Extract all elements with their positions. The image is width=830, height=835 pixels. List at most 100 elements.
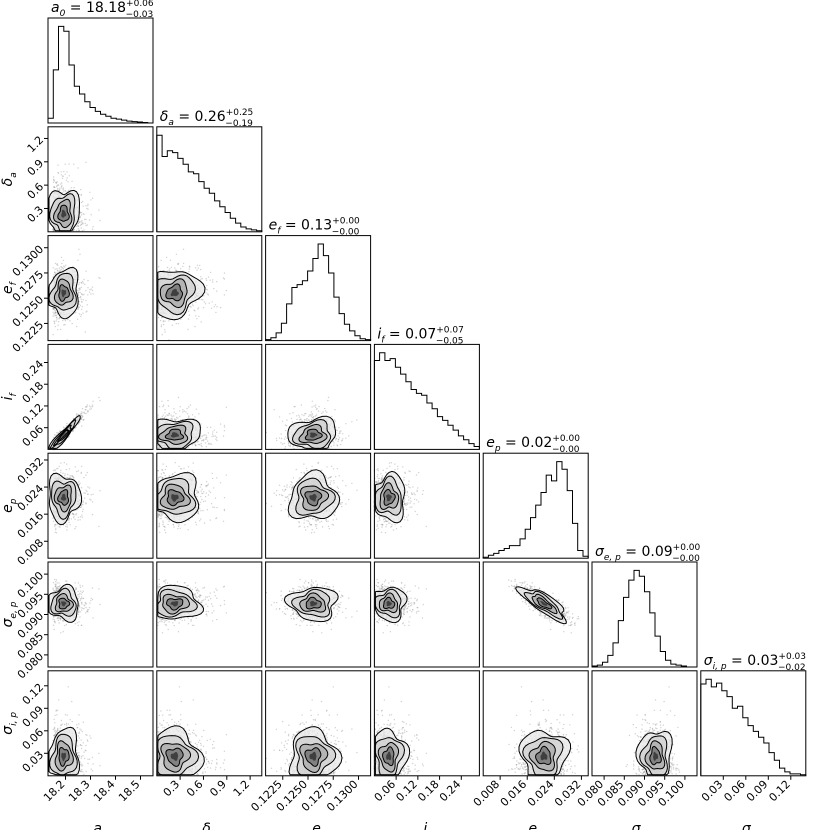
sample-point [85,300,86,301]
sample-point [292,421,293,422]
sample-point [87,404,88,405]
sample-point [174,412,175,413]
sample-point [210,280,211,281]
sample-point [68,163,69,164]
sample-point [161,317,162,318]
sample-point [80,221,81,222]
sample-point [216,306,217,307]
panel-i_f-delta_a [157,344,262,450]
sample-point [186,408,187,409]
sample-point [54,315,55,316]
y-axis-label-i_f: if [0,392,19,401]
sample-point [52,229,53,230]
sample-point [194,416,195,417]
sample-point [294,406,295,407]
sample-point [61,171,62,172]
sample-point [205,303,206,304]
sample-point [292,412,293,413]
sample-point [163,414,164,415]
sample-point [85,205,86,206]
sample-point [315,404,316,405]
sample-point [309,420,310,421]
sample-point [188,417,189,418]
sample-point [224,272,225,273]
sample-point [192,414,193,415]
sample-point [206,438,207,439]
sample-point [159,406,160,407]
sample-point [52,315,53,316]
sample-point [208,276,209,277]
sample-point [78,223,79,224]
sample-point [87,224,88,225]
sample-point [83,214,84,215]
sample-point [220,307,221,308]
sample-point [162,416,163,417]
sample-point [220,423,221,424]
sample-point [81,314,82,315]
sample-point [76,326,77,327]
sample-point [331,446,332,447]
sample-point [75,312,76,313]
sample-point [285,436,286,437]
sample-point [54,309,55,310]
sample-point [60,431,61,432]
sample-point [53,182,54,183]
sample-point [164,329,165,330]
sample-point [81,227,82,228]
sample-point [55,182,56,183]
sample-point [177,417,178,418]
sample-point [54,321,55,322]
sample-point [185,411,186,412]
sample-point [98,209,99,210]
sample-point [66,171,67,172]
sample-point [91,408,92,409]
sample-point [67,177,68,178]
sample-point [85,271,86,272]
sample-point [60,183,61,184]
sample-point [76,413,77,414]
sample-point [175,413,176,414]
sample-point [59,269,60,270]
sample-point [55,326,56,327]
sample-point [168,320,169,321]
sample-point [212,281,213,282]
sample-point [81,220,82,221]
sample-point [55,273,56,274]
sample-point [79,282,80,283]
sample-point [78,249,79,250]
sample-point [53,267,54,268]
sample-point [77,290,78,291]
sample-point [306,419,307,420]
sample-point [286,438,287,439]
sample-point [201,445,202,446]
sample-point [90,293,91,294]
sample-point [179,410,180,411]
sample-point [198,316,199,317]
sample-point [200,279,201,280]
sample-point [207,293,208,294]
sample-point [89,409,90,410]
sample-point [68,190,69,191]
sample-point [91,288,92,289]
sample-point [91,214,92,215]
sample-point [81,309,82,310]
sample-point [62,178,63,179]
sample-point [212,431,213,432]
sample-point [81,221,82,222]
sample-point [81,413,82,414]
sample-point [56,315,57,316]
sample-point [69,436,70,437]
sample-point [205,292,206,293]
sample-point [182,411,183,412]
sample-point [72,323,73,324]
sample-point [199,444,200,445]
sample-point [85,409,86,410]
sample-point [190,306,191,307]
sample-point [209,302,210,303]
sample-point [178,264,179,265]
sample-point [318,406,319,407]
panel-e_f-delta_a [157,236,262,341]
sample-point [57,325,58,326]
sample-point [59,317,60,318]
